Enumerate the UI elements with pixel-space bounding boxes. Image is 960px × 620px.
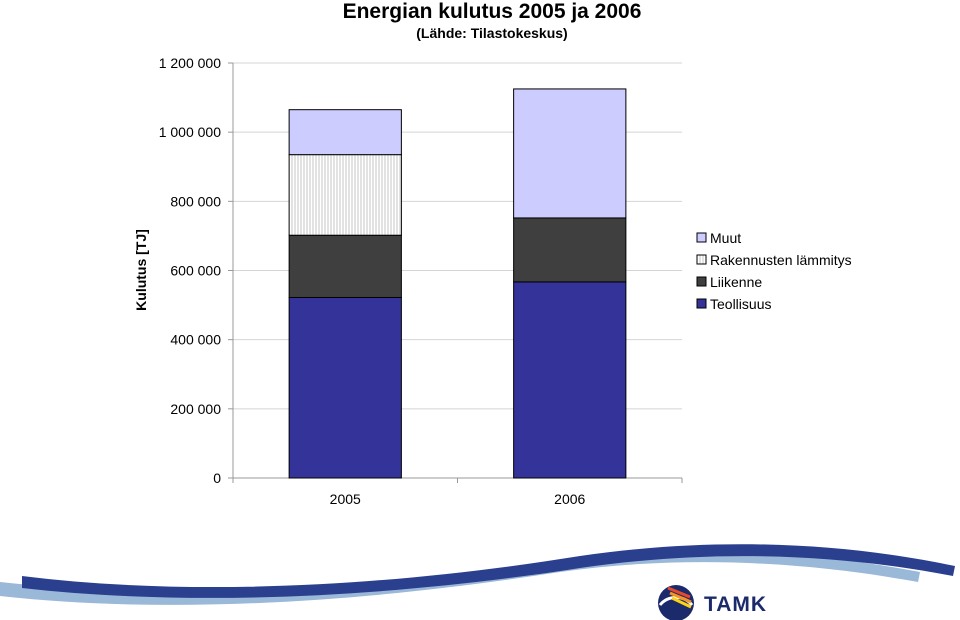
y-axis-label: Kulutus [TJ] (133, 229, 149, 311)
tamk-logo: TAMK (658, 585, 767, 620)
legend-label: Rakennusten lämmitys (710, 252, 852, 268)
y-tick-label: 400 000 (170, 332, 221, 348)
x-tick-label: 2005 (330, 491, 361, 507)
bar-segment (288, 296, 402, 479)
bar-segment (288, 154, 402, 236)
tamk-logo-icon (658, 585, 694, 620)
x-tick-labels: 2005 2006 (330, 491, 586, 507)
legend: Muut Rakennusten lämmitys Liikenne Teollisu… (696, 230, 852, 312)
legend-label: Teollisuus (710, 296, 771, 312)
y-tick-label: 1 200 000 (159, 55, 221, 71)
tamk-logo-text: TAMK (704, 593, 767, 616)
legend-swatch (696, 276, 707, 287)
legend-swatch (696, 254, 707, 265)
bars (288, 88, 627, 479)
legend-swatch (696, 298, 707, 309)
y-tick-labels: 0 200 000 400 000 600 000 800 000 1 000 000 1 … (159, 55, 222, 486)
bar-segment (513, 88, 627, 219)
bar-segment (513, 281, 627, 479)
y-tick-label: 0 (213, 470, 221, 486)
y-tick-label: 800 000 (170, 193, 221, 209)
legend-swatch (696, 232, 707, 243)
legend-label: Muut (710, 230, 741, 246)
chart-subtitle: (Lähde: Tilastokeskus) (416, 25, 567, 41)
bar-segment (513, 217, 627, 283)
bar-segment (288, 109, 402, 156)
footer-swoosh-dark (22, 544, 955, 598)
legend-label: Liikenne (710, 274, 762, 290)
y-tick-label: 200 000 (170, 401, 221, 417)
y-tick-label: 600 000 (170, 263, 221, 279)
chart-title: Energian kulutus 2005 ja 2006 (343, 0, 642, 23)
bar-segment (288, 234, 402, 298)
x-tick-label: 2006 (554, 491, 585, 507)
y-tick-label: 1 000 000 (159, 124, 221, 140)
footer-swoosh (0, 544, 955, 605)
